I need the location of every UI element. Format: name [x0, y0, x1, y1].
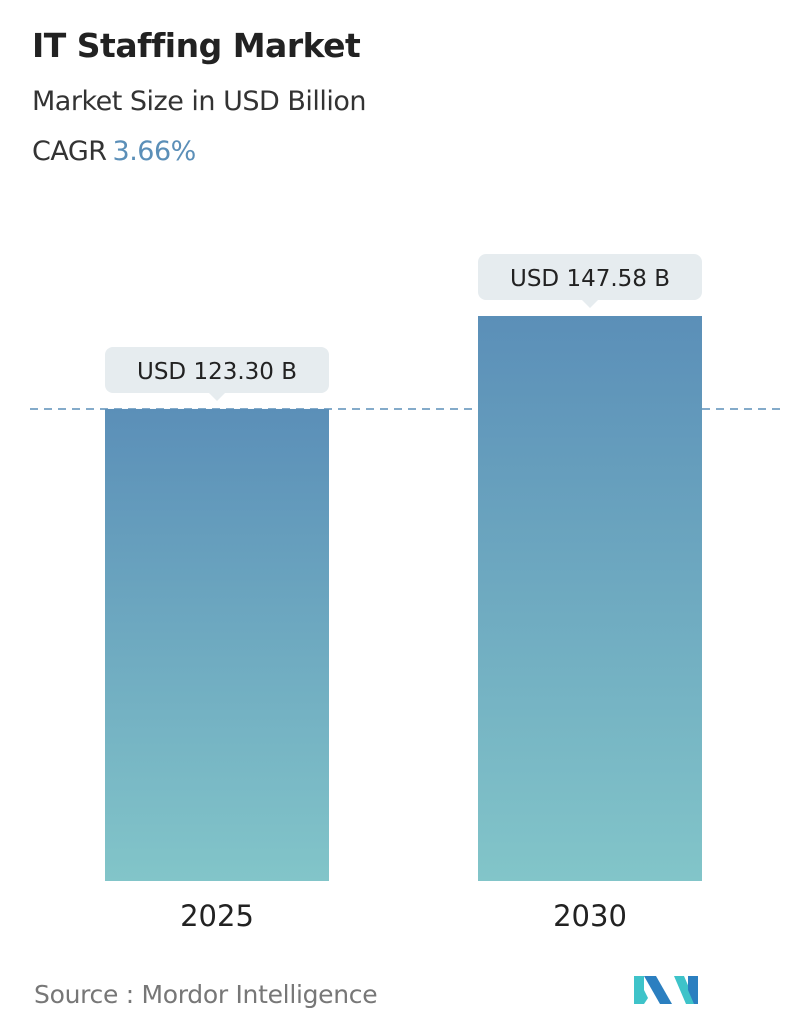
- bar-2025: [105, 408, 329, 881]
- cagr: CAGR 3.66%: [32, 136, 196, 167]
- data-label: USD 147.58 B: [510, 266, 670, 292]
- data-label-bg: [105, 346, 329, 393]
- cagr-value: 3.66%: [112, 136, 197, 167]
- x-tick-label: 2025: [180, 899, 254, 933]
- data-label: USD 123.30 B: [137, 359, 297, 385]
- cagr-label: CAGR: [32, 136, 107, 167]
- x-tick-label: 2030: [553, 899, 627, 933]
- mordor-logo: [634, 976, 698, 1004]
- data-label-bg: [478, 254, 702, 300]
- chart-title: IT Staffing Market: [32, 26, 361, 65]
- data-label-pointer: [582, 300, 598, 308]
- bar-chart: USD 123.30 B 2025 USD 147.58 B 2030: [30, 254, 780, 933]
- chart-subtitle: Market Size in USD Billion: [32, 86, 367, 117]
- source-text: Source : Mordor Intelligence: [34, 980, 378, 1009]
- bar-2030: [478, 316, 702, 881]
- data-label-pointer: [209, 392, 225, 401]
